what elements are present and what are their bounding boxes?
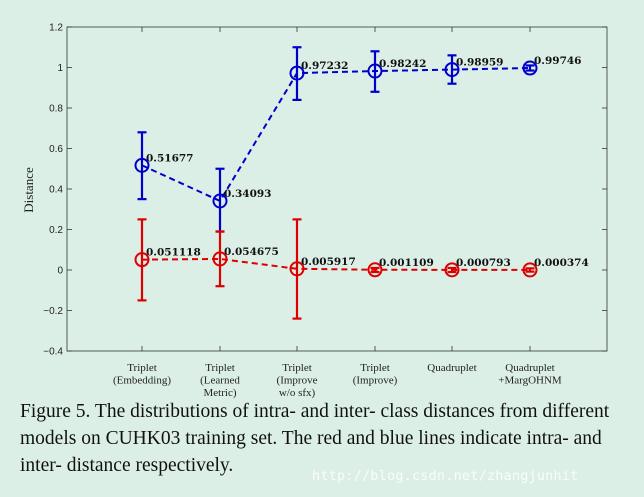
plot-frame [66, 26, 608, 352]
data-point-marker [212, 193, 228, 209]
chart-series: 0.51677 0.34093 0.97232 0.98242 0.98959 0.997… [134, 46, 589, 320]
data-value-label: 0.005917 [301, 256, 356, 268]
data-point-marker [444, 262, 460, 278]
data-point-marker [212, 251, 228, 267]
y-tick-label: −0.4 [43, 347, 63, 358]
data-point-marker [134, 252, 150, 268]
data-value-label: 0.97232 [301, 60, 349, 72]
y-tick-label: 0.6 [49, 144, 63, 155]
y-axis-label: Distance [21, 167, 36, 213]
series-line [141, 67, 531, 203]
data-point-marker [367, 63, 383, 79]
y-tick-label: 1 [57, 63, 63, 74]
chart-axes [66, 26, 608, 352]
data-value-label: 0.000374 [534, 257, 589, 269]
x-category-label: Quadruplet [427, 362, 476, 374]
data-value-label: 0.51677 [146, 152, 194, 164]
data-value-label: 0.051118 [146, 247, 201, 259]
data-point-marker [367, 262, 383, 278]
x-category-label: Triplet (Embedding) [113, 362, 171, 387]
y-tick-label: 1.2 [49, 23, 63, 34]
series-line [141, 257, 531, 271]
watermark-text: http://blog.csdn.net/zhangjunhit [312, 468, 579, 484]
data-value-label: 0.001109 [379, 257, 434, 269]
x-category-labels: Triplet (Embedding) Triplet (Learned Metric)… [113, 362, 562, 399]
y-tick-label: 0.2 [49, 225, 63, 236]
inter-distance-series: 0.51677 0.34093 0.97232 0.98242 0.98959 0.997… [134, 46, 582, 233]
x-category-label: Quadruplet +MargOHNM [498, 362, 562, 387]
y-tick-label: 0 [57, 266, 63, 277]
data-value-label: 0.98242 [379, 58, 427, 70]
y-tick-label: −0.2 [43, 306, 63, 317]
data-point-marker [289, 65, 305, 81]
data-value-label: 0.34093 [224, 188, 272, 200]
data-point-marker [522, 262, 538, 278]
data-value-label: 0.000793 [456, 257, 511, 269]
data-point-marker [444, 62, 460, 78]
x-category-label: Triplet (Improve) [353, 362, 398, 387]
data-point-marker [134, 157, 150, 173]
intra-distance-series: 0.051118 0.054675 0.005917 0.001109 0.000793… [134, 218, 589, 320]
data-point-marker [289, 261, 305, 277]
data-point-marker [522, 60, 538, 76]
figure-caption: Figure 5. The distributions of intra- an… [20, 401, 610, 476]
y-tick-label: 0.8 [49, 104, 63, 115]
data-value-label: 0.98959 [456, 57, 504, 69]
data-value-label: 0.054675 [224, 246, 279, 258]
x-category-label: Triplet (Learned Metric) [200, 362, 240, 399]
distance-chart: Distance −0.4 −0.2 0 0.2 0.4 0.6 0.8 1 1.2 Tripl… [21, 23, 608, 399]
y-tick-labels: −0.4 −0.2 0 0.2 0.4 0.6 0.8 1 1.2 [43, 23, 63, 358]
x-category-label: Triplet (Improve w/o sfx) [277, 362, 318, 399]
y-tick-label: 0.4 [49, 185, 63, 196]
data-value-label: 0.99746 [534, 55, 582, 67]
